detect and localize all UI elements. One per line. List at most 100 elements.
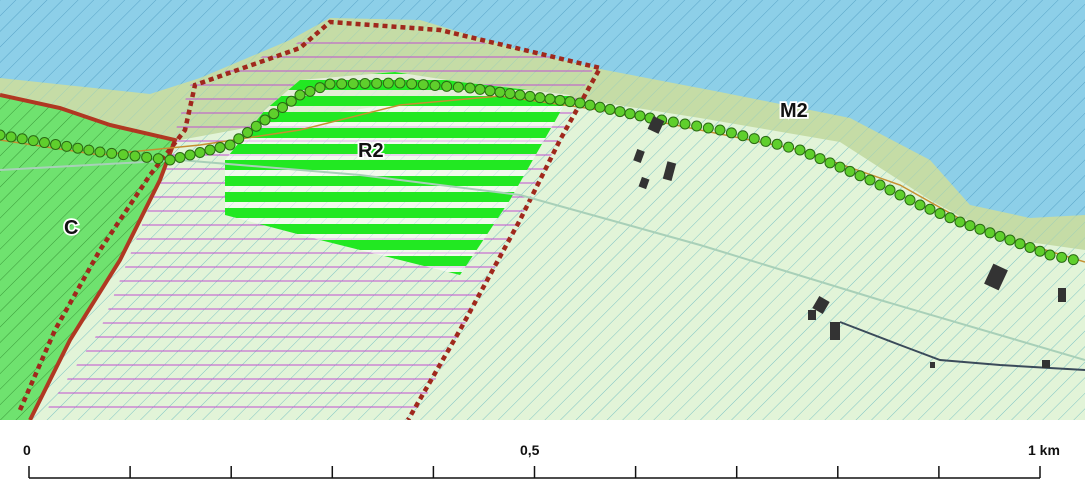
trail-dot: [760, 135, 772, 147]
trail-dots-line: [0, 77, 1079, 266]
trail-dot: [554, 94, 566, 106]
scale-label-end: 1 km: [1028, 442, 1060, 458]
trail-dot: [233, 133, 245, 145]
trail-dot: [804, 148, 816, 160]
trail-dot: [494, 86, 506, 98]
trail-dot: [268, 108, 280, 120]
zone-c-area[interactable]: [0, 95, 175, 420]
trail-dot: [974, 223, 986, 235]
trail-dot: [224, 139, 236, 151]
trail-dot: [324, 78, 336, 90]
zone-boundary-dashed-line: [17, 19, 604, 420]
trail-dot: [5, 131, 17, 143]
trail-dot: [964, 220, 976, 232]
trail-dot: [72, 142, 84, 154]
trail-dot: [884, 184, 896, 196]
trail-dot: [954, 216, 966, 228]
trail-dot: [394, 77, 406, 89]
trail-dot: [854, 170, 866, 182]
trail-dot: [691, 120, 703, 132]
trail-dot: [864, 174, 876, 186]
trail-dot: [204, 144, 216, 156]
trail-dot: [242, 127, 253, 138]
trail-dot: [1014, 238, 1026, 250]
trail-dot: [748, 133, 760, 145]
buildings-group: [633, 116, 1066, 368]
trail-dot: [1067, 254, 1079, 266]
trail-dot: [184, 149, 196, 161]
trail-dot: [514, 89, 526, 101]
trail-dot: [924, 203, 936, 215]
trail-dot: [667, 116, 679, 128]
scale-label-mid: 0,5: [520, 442, 540, 458]
trail-dot: [464, 82, 476, 94]
trail-dot: [285, 95, 297, 107]
trail-dot: [894, 189, 906, 201]
trail-dot: [406, 78, 418, 90]
map-canvas[interactable]: C R2 M2: [0, 0, 1085, 420]
scale-ticks: [28, 466, 1041, 478]
zone-label-m2: M2: [780, 100, 808, 122]
trail-dot: [524, 90, 536, 102]
zone-label-c: C: [64, 217, 78, 239]
trail-dot: [194, 147, 206, 158]
trail-dot: [771, 138, 783, 150]
trail-dot: [164, 154, 176, 166]
trail-dot: [429, 80, 441, 91]
trail-dot: [604, 103, 616, 115]
trail-dot: [277, 102, 288, 113]
trail-dot: [359, 78, 371, 89]
trail-dot: [614, 106, 626, 118]
trail-dot: [304, 85, 316, 97]
trail-dot: [106, 147, 118, 159]
trail-dot: [702, 122, 714, 134]
trail-dot: [214, 142, 226, 153]
scale-label-start: 0: [23, 442, 31, 458]
trail-dot: [1044, 249, 1056, 261]
trail-dot: [944, 212, 956, 224]
trail-dot: [725, 127, 737, 139]
trail-dot: [1034, 245, 1046, 257]
trail-dot: [94, 146, 106, 158]
trail-dot: [984, 227, 996, 239]
trail-dot: [994, 230, 1006, 242]
trail-dot: [38, 137, 50, 149]
trail-dot: [117, 149, 129, 161]
trail-dot: [50, 138, 62, 150]
trail-dot: [1004, 234, 1016, 246]
trail-dot: [794, 144, 806, 156]
trail-dot: [564, 96, 576, 108]
trail-dot: [141, 151, 153, 163]
trail-dot: [129, 150, 141, 162]
trail-dot: [336, 78, 348, 90]
trail-dot: [441, 80, 453, 92]
trail-dot: [1056, 251, 1068, 263]
trail-dot: [152, 153, 164, 165]
trail-dot: [737, 130, 749, 142]
trail-dot: [0, 129, 6, 141]
trail-dot: [504, 88, 516, 100]
trail-dot: [83, 144, 95, 156]
scale-bar: 0 0,5 1 km: [23, 442, 1060, 479]
trail-dot: [294, 89, 306, 101]
trail-dot: [844, 165, 856, 177]
trail-dot: [783, 141, 795, 153]
trail-dot: [574, 97, 586, 109]
trail-dot: [474, 83, 486, 95]
trail-dot: [714, 124, 726, 136]
zone-r2-area[interactable]: [225, 72, 570, 275]
trail-dot: [824, 157, 836, 169]
trail-dot: [417, 79, 429, 91]
trail-dot: [594, 101, 606, 113]
trail-dot: [16, 133, 28, 145]
trail-dot: [934, 208, 946, 219]
trail-dot: [679, 118, 691, 130]
trail-dot: [544, 93, 556, 105]
trail-dot: [584, 99, 596, 111]
dark-road-line: [839, 321, 1085, 371]
trail-dot: [174, 152, 186, 163]
trail-dot: [814, 153, 826, 165]
trail-dot: [452, 81, 464, 93]
trail-dot: [624, 108, 636, 120]
trail-dot: [904, 194, 916, 206]
